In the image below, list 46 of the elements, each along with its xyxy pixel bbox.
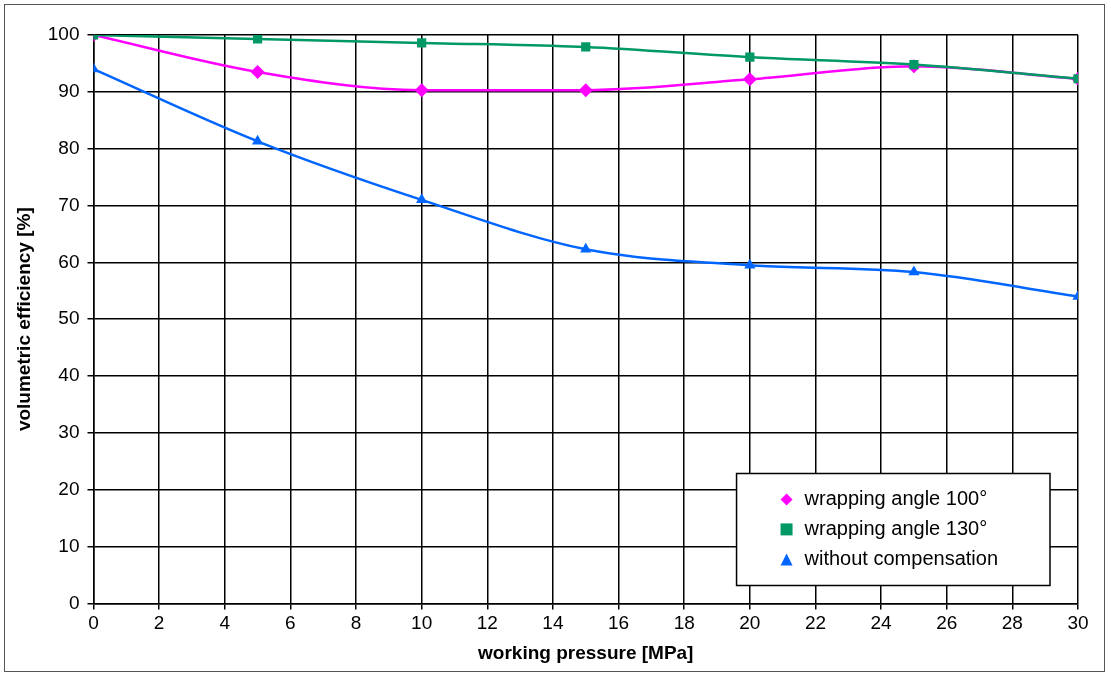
x-tick-label: 20 — [739, 612, 761, 634]
y-tick-label: 70 — [58, 193, 80, 215]
x-axis-title: working pressure [MPa] — [477, 641, 694, 663]
y-axis-title: volumetric efficiency [%] — [12, 207, 34, 432]
point — [909, 59, 919, 70]
point — [742, 72, 757, 87]
point — [252, 35, 263, 44]
x-tick-label: 8 — [350, 612, 362, 634]
x-tick-label: 24 — [870, 612, 893, 634]
y-tick-label: 0 — [68, 591, 80, 613]
x-tick-label: 0 — [88, 612, 99, 634]
point — [581, 42, 591, 52]
y-tick-label: 100 — [47, 23, 80, 45]
point — [417, 38, 427, 48]
point — [745, 52, 755, 62]
point — [744, 258, 756, 269]
point — [251, 134, 264, 145]
x-tick-label: 14 — [542, 612, 564, 634]
x-tick-label: 12 — [476, 612, 498, 634]
x-tick-label: 16 — [608, 612, 630, 634]
x-tick-label: 10 — [411, 612, 433, 634]
x-tick-label: 30 — [1067, 612, 1089, 634]
y-tick-label: 50 — [58, 307, 80, 329]
legend-label: without compensation — [803, 546, 999, 569]
y-tick-label: 90 — [58, 80, 80, 102]
legend-label: wrapping angle 130° — [803, 516, 988, 539]
x-tick-label: 18 — [673, 612, 695, 634]
y-tick-label: 20 — [58, 477, 80, 499]
y-tick-label: 40 — [58, 364, 80, 386]
point — [580, 242, 592, 253]
point — [250, 64, 265, 79]
x-tick-label: 22 — [804, 612, 827, 634]
x-tick-label: 2 — [153, 612, 165, 634]
x-tick-label: 4 — [219, 612, 231, 634]
y-tick-label: 80 — [58, 136, 80, 158]
point — [414, 83, 429, 98]
y-tick-label: 60 — [58, 250, 80, 272]
x-tick-label: 6 — [285, 612, 296, 634]
point — [578, 83, 593, 98]
point — [908, 265, 920, 276]
point — [416, 193, 428, 204]
legend-label: wrapping angle 100° — [803, 486, 988, 509]
x-tick-label: 28 — [1001, 612, 1023, 634]
x-tick-label: 26 — [936, 612, 958, 634]
y-tick-label: 30 — [58, 421, 80, 443]
y-tick-label: 10 — [58, 534, 80, 556]
